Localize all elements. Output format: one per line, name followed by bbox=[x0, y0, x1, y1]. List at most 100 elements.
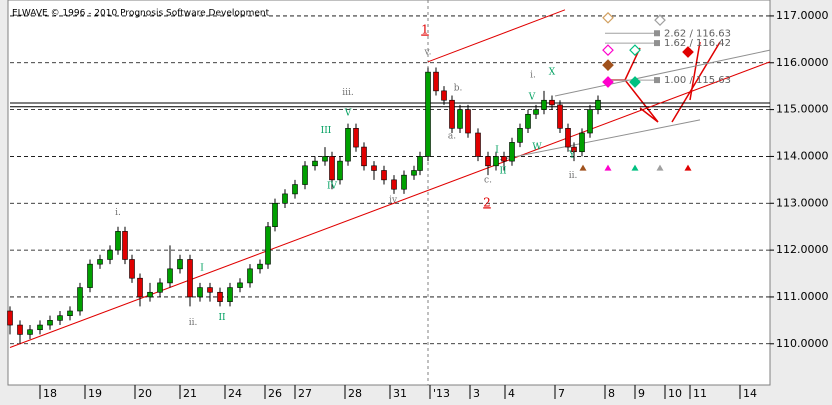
candle-body bbox=[292, 184, 298, 195]
candle-body bbox=[417, 156, 423, 171]
y-tick-label: 117.0000 bbox=[776, 9, 829, 22]
x-tick-label: 7 bbox=[558, 387, 565, 400]
candle-body bbox=[137, 277, 143, 298]
wave-label: v. bbox=[424, 47, 432, 57]
candle-body bbox=[579, 132, 585, 153]
wave-label: i. bbox=[530, 70, 536, 80]
triangle bbox=[604, 164, 612, 171]
projection-path bbox=[689, 41, 701, 101]
candle-body bbox=[147, 291, 153, 298]
diamond bbox=[654, 14, 666, 26]
trendline bbox=[427, 9, 566, 63]
plot-area bbox=[7, 0, 771, 386]
x-tick-label: 4 bbox=[508, 387, 515, 400]
candle-body bbox=[557, 104, 563, 129]
candle-body bbox=[187, 259, 193, 298]
candle-body bbox=[493, 156, 499, 167]
triangle bbox=[684, 164, 692, 171]
trendline bbox=[499, 119, 701, 161]
x-tick-label: 10 bbox=[668, 387, 682, 400]
candle-body bbox=[391, 179, 397, 190]
candle-body bbox=[272, 202, 278, 227]
candle-body bbox=[345, 128, 351, 162]
target-label: 1.00 / 115.63 bbox=[664, 75, 731, 86]
x-tick-label: 3 bbox=[473, 387, 480, 400]
wave-label: iv. bbox=[389, 195, 399, 205]
projection-path bbox=[671, 41, 721, 123]
candle-body bbox=[67, 310, 73, 316]
candle-body bbox=[587, 109, 593, 134]
candle-body bbox=[549, 99, 555, 106]
y-tick-label: 116.0000 bbox=[776, 56, 829, 69]
candle-body bbox=[571, 146, 577, 153]
candle-body bbox=[122, 231, 128, 260]
candle-body bbox=[47, 320, 53, 326]
wave-label: W bbox=[532, 143, 542, 153]
candle-body bbox=[17, 324, 23, 335]
candle-body bbox=[322, 156, 328, 162]
candle-body bbox=[509, 142, 515, 162]
candle-body bbox=[217, 291, 223, 302]
candle-body bbox=[87, 263, 93, 288]
wave-label: 1 bbox=[421, 22, 429, 36]
wave-label: II bbox=[499, 166, 507, 176]
x-tick-label: 28 bbox=[348, 387, 362, 400]
x-tick-label: 9 bbox=[638, 387, 645, 400]
candle-body bbox=[329, 156, 335, 181]
wave-label: V bbox=[528, 92, 536, 102]
diamond bbox=[629, 76, 641, 88]
candle-body bbox=[197, 287, 203, 298]
candle-body bbox=[97, 259, 103, 265]
candle-body bbox=[129, 259, 135, 279]
diamond bbox=[602, 11, 614, 24]
y-tick-label: 115.0000 bbox=[776, 103, 829, 116]
candle-body bbox=[157, 282, 163, 293]
triangle bbox=[656, 164, 664, 171]
candle-body bbox=[257, 263, 263, 270]
candle-body bbox=[227, 287, 233, 302]
target-label: 2.62 / 116.63 bbox=[664, 28, 731, 39]
wave-label: ii. bbox=[569, 171, 578, 181]
candle-body bbox=[337, 160, 343, 181]
wave-label: II bbox=[218, 313, 226, 323]
candle-body bbox=[177, 259, 183, 270]
candle-body bbox=[57, 315, 63, 321]
target-marker bbox=[654, 77, 660, 84]
wave-label: V bbox=[344, 108, 352, 118]
candle-body bbox=[533, 109, 539, 115]
x-tick-label: 20 bbox=[138, 387, 152, 400]
wave-label: III bbox=[321, 126, 332, 136]
candle-body bbox=[541, 99, 547, 110]
candle-body bbox=[465, 109, 471, 134]
chart-title: ELWAVE © 1996 - 2010 Prognosis Software … bbox=[12, 9, 270, 19]
candle-body bbox=[565, 128, 571, 148]
candle-body bbox=[361, 146, 367, 167]
candle-body bbox=[381, 170, 387, 181]
candle-body bbox=[441, 90, 447, 101]
candle-body bbox=[501, 156, 507, 162]
x-tick-label: 19 bbox=[88, 387, 102, 400]
wave-label: c. bbox=[484, 175, 492, 185]
wave-label: ii. bbox=[189, 318, 198, 328]
candle-body bbox=[425, 71, 431, 157]
candle-body bbox=[7, 310, 13, 326]
candle-body bbox=[27, 329, 33, 335]
trendline bbox=[554, 49, 771, 97]
triangle bbox=[579, 164, 587, 171]
y-tick-label: 110.0000 bbox=[776, 337, 829, 350]
wave-label: b. bbox=[454, 84, 463, 94]
y-tick-label: 112.0000 bbox=[776, 243, 829, 256]
candle-body bbox=[167, 268, 173, 284]
triangle bbox=[631, 164, 639, 171]
diamond bbox=[682, 46, 694, 58]
candle-body bbox=[457, 109, 463, 129]
candle-body bbox=[37, 324, 43, 331]
diamond bbox=[629, 44, 641, 56]
candle-body bbox=[353, 128, 359, 148]
candle-body bbox=[595, 99, 601, 110]
x-tick-label: 24 bbox=[228, 387, 242, 400]
wave-label: I bbox=[495, 145, 499, 155]
x-tick-label: 14 bbox=[743, 387, 757, 400]
wave-label: 2 bbox=[483, 195, 491, 209]
